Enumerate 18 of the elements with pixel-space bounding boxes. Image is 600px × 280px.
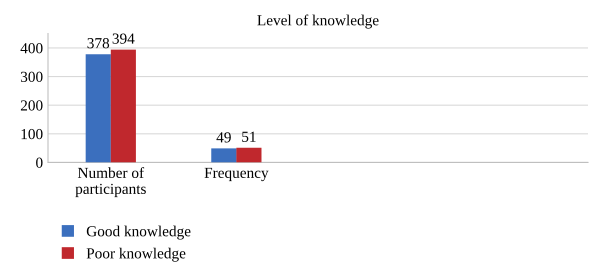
chart-title: Level of knowledge [257, 14, 379, 29]
data-label: 51 [242, 132, 256, 142]
y-tick-label: 200 [20, 100, 43, 111]
legend-label: Good knowledge [86, 226, 190, 240]
bar [236, 148, 262, 162]
data-label: 49 [216, 132, 231, 142]
data-label: 394 [112, 33, 135, 44]
legend-label: Poor knowledge [86, 248, 186, 262]
y-tick-label: 100 [22, 128, 43, 140]
y-tick-label: 300 [20, 72, 43, 82]
y-tick-label: 0 [36, 158, 43, 168]
bar [110, 50, 136, 162]
x-tick-label: Number of participants [75, 167, 146, 198]
data-label: 378 [88, 38, 110, 48]
y-tick-label: 400 [20, 43, 43, 54]
bar [211, 148, 236, 162]
x-tick-label: Frequency [204, 168, 269, 182]
bar [86, 54, 111, 162]
